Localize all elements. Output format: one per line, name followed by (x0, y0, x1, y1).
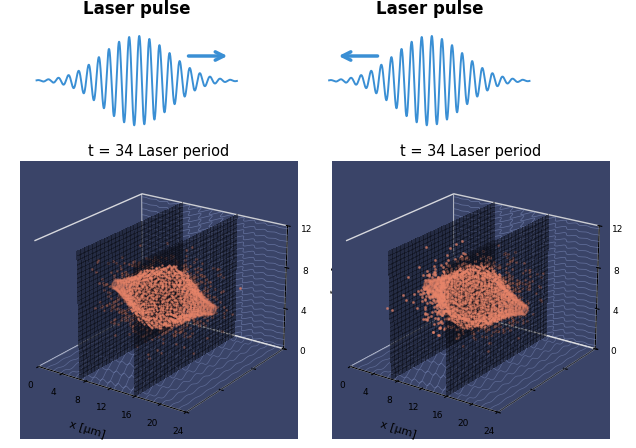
Title: t = 34 Laser period: t = 34 Laser period (88, 144, 230, 159)
X-axis label: x [μm]: x [μm] (379, 419, 418, 439)
Title: Laser pulse: Laser pulse (83, 0, 191, 18)
Title: Laser pulse: Laser pulse (375, 0, 483, 18)
Title: t = 34 Laser period: t = 34 Laser period (400, 144, 541, 159)
X-axis label: x [μm]: x [μm] (67, 419, 106, 439)
Text: Solid target: Solid target (273, 57, 283, 131)
